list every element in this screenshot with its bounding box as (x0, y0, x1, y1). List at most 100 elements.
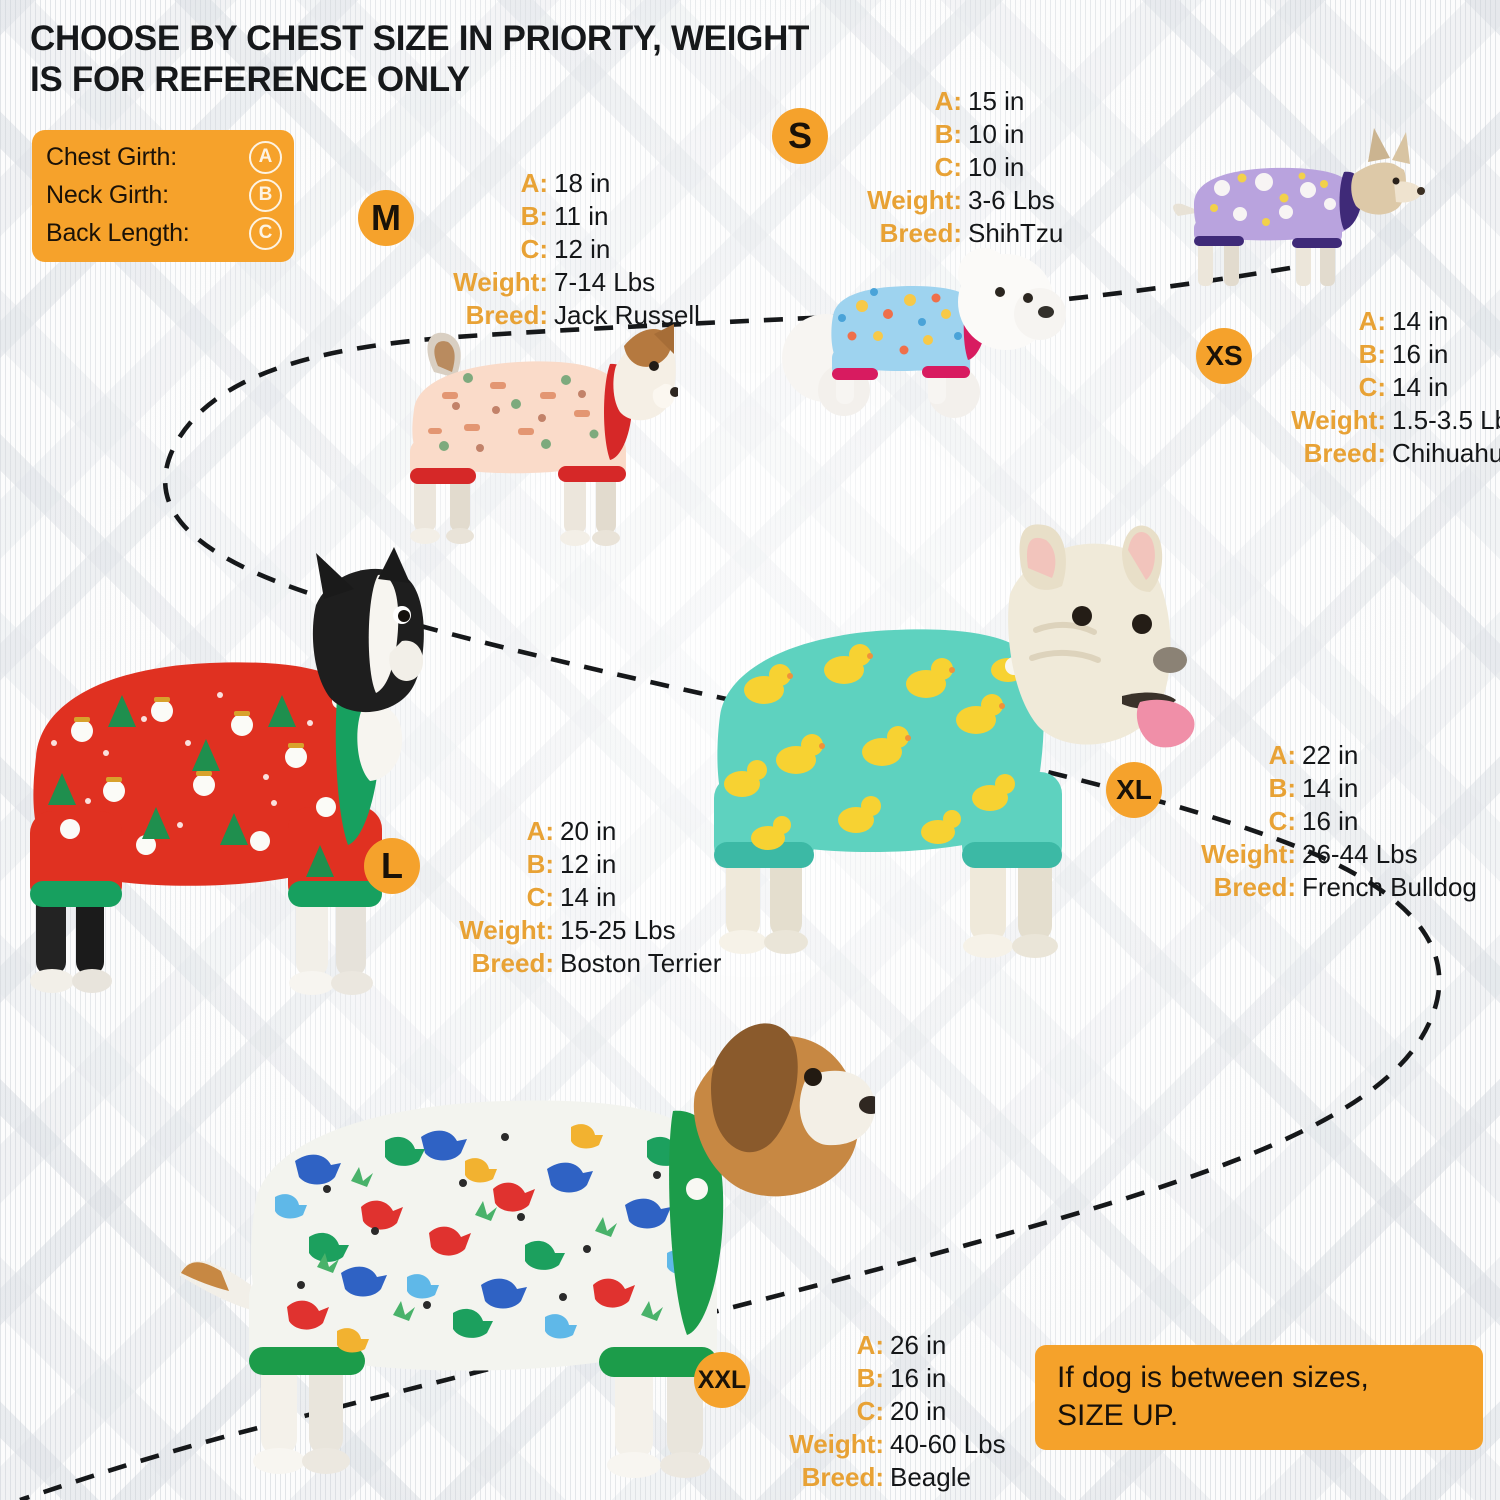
spec-line-breed: Breed: French Bulldog (1170, 874, 1477, 900)
spec-value-breed: French Bulldog (1302, 872, 1477, 902)
spec-key-a: A: (1358, 306, 1386, 336)
chihuahua-photo (1168, 108, 1428, 298)
spec-value-breed: Beagle (890, 1462, 971, 1492)
spec-value-c: 14 in (1392, 372, 1449, 402)
spec-value-breed: Chihuahua (1392, 438, 1500, 468)
spec-line-b: B: 14 in (1170, 775, 1477, 801)
size-badge-xs: XS (1196, 328, 1252, 384)
french-bulldog-photo (670, 520, 1200, 970)
circle-a-icon: A (249, 140, 282, 174)
spec-value-c: 16 in (1302, 806, 1359, 836)
spec-value-breed: Boston Terrier (560, 948, 722, 978)
spec-value-weight: 26-44 Lbs (1302, 839, 1418, 869)
circle-b-icon: B (249, 178, 282, 212)
spec-table-xs: A: 14 in B: 16 in C: 14 in Weight: 1.5-3… (1260, 308, 1500, 473)
spec-key-breed: Breed: (1303, 438, 1386, 468)
legend-row-neck: Neck Girth: B (46, 176, 282, 214)
jack-russell-photo (368, 300, 678, 550)
spec-key-c: C: (934, 152, 962, 182)
spec-line-weight: Weight: 15-25 Lbs (428, 917, 721, 943)
spec-line-a: A: 20 in (428, 818, 721, 844)
spec-line-breed: Breed: Beagle (758, 1464, 1006, 1490)
spec-line-weight: Weight: 40-60 Lbs (758, 1431, 1006, 1457)
spec-line-a: A: 14 in (1260, 308, 1500, 334)
spec-value-a: 26 in (890, 1330, 947, 1360)
size-spec-xl: XL A: 22 in B: 14 in C: 16 in Weight: 26… (1106, 742, 1477, 907)
spec-value-a: 20 in (560, 816, 617, 846)
spec-value-breed: ShihTzu (968, 218, 1064, 248)
spec-key-b: B: (856, 1363, 884, 1393)
legend-label-back: Back Length: (46, 218, 190, 247)
size-badge-wrap-s: S (772, 88, 828, 184)
spec-value-weight: 7-14 Lbs (554, 267, 656, 297)
spec-key-weight: Weight: (453, 267, 548, 297)
legend-label-neck: Neck Girth: (46, 180, 169, 209)
shihtzu-photo (778, 240, 1068, 430)
size-spec-xs: XS A: 14 in B: 16 in C: 14 in Weight: 1.… (1196, 308, 1500, 473)
spec-key-a: A: (520, 168, 548, 198)
size-badge-wrap-xs: XS (1196, 308, 1252, 404)
spec-key-weight: Weight: (1201, 839, 1296, 869)
spec-value-weight: 40-60 Lbs (890, 1429, 1006, 1459)
spec-key-c: C: (1358, 372, 1386, 402)
circle-c-icon: C (249, 216, 282, 250)
spec-key-b: B: (1268, 773, 1296, 803)
size-badge-m: M (358, 190, 414, 246)
spec-line-b: B: 16 in (1260, 341, 1500, 367)
spec-value-breed: Jack Russell (554, 300, 700, 330)
spec-key-breed: Breed: (879, 218, 962, 248)
spec-value-weight: 1.5-3.5 Lbs (1392, 405, 1500, 435)
spec-key-breed: Breed: (1213, 872, 1296, 902)
spec-key-b: B: (934, 119, 962, 149)
legend-row-chest: Chest Girth: A (46, 138, 282, 176)
spec-key-c: C: (520, 234, 548, 264)
spec-value-a: 22 in (1302, 740, 1359, 770)
spec-line-c: C: 20 in (758, 1398, 1006, 1424)
measurement-legend: Chest Girth: A Neck Girth: B Back Length… (32, 130, 294, 262)
size-badge-s: S (772, 108, 828, 164)
spec-value-a: 14 in (1392, 306, 1449, 336)
spec-value-b: 12 in (560, 849, 617, 879)
spec-line-weight: Weight: 1.5-3.5 Lbs (1260, 407, 1500, 433)
spec-line-c: C: 10 in (836, 154, 1063, 180)
spec-value-c: 10 in (968, 152, 1025, 182)
spec-value-a: 18 in (554, 168, 611, 198)
spec-key-breed: Breed: (801, 1462, 884, 1492)
size-badge-l: L (364, 838, 420, 894)
spec-line-c: C: 14 in (1260, 374, 1500, 400)
spec-value-weight: 3-6 Lbs (968, 185, 1055, 215)
spec-line-weight: Weight: 7-14 Lbs (422, 269, 700, 295)
spec-line-a: A: 15 in (836, 88, 1063, 114)
spec-line-b: B: 11 in (422, 203, 700, 229)
size-badge-wrap-xxl: XXL (694, 1332, 750, 1428)
spec-key-weight: Weight: (789, 1429, 884, 1459)
spec-key-a: A: (856, 1330, 884, 1360)
spec-line-c: C: 12 in (422, 236, 700, 262)
spec-table-m: A: 18 in B: 11 in C: 12 in Weight: 7-14 … (422, 170, 700, 335)
spec-table-xl: A: 22 in B: 14 in C: 16 in Weight: 26-44… (1170, 742, 1477, 907)
size-badge-wrap-xl: XL (1106, 742, 1162, 838)
spec-key-a: A: (526, 816, 554, 846)
spec-key-c: C: (1268, 806, 1296, 836)
legend-label-chest: Chest Girth: (46, 142, 177, 171)
legend-row-back: Back Length: C (46, 214, 282, 252)
spec-key-b: B: (526, 849, 554, 879)
spec-line-weight: Weight: 3-6 Lbs (836, 187, 1063, 213)
spec-line-breed: Breed: Chihuahua (1260, 440, 1500, 466)
beagle-photo (175, 985, 875, 1485)
spec-key-breed: Breed: (471, 948, 554, 978)
size-badge-wrap-m: M (358, 170, 414, 266)
spec-table-xxl: A: 26 in B: 16 in C: 20 in Weight: 40-60… (758, 1332, 1006, 1497)
spec-key-weight: Weight: (1291, 405, 1386, 435)
spec-table-s: A: 15 in B: 10 in C: 10 in Weight: 3-6 L… (836, 88, 1063, 253)
spec-line-b: B: 12 in (428, 851, 721, 877)
boston-terrier-photo (10, 545, 430, 1015)
spec-line-breed: Breed: Boston Terrier (428, 948, 722, 978)
spec-line-weight: Weight: 26-44 Lbs (1170, 841, 1477, 867)
spec-line-b: B: 10 in (836, 121, 1063, 147)
spec-line-a: A: 18 in (422, 170, 700, 196)
size-up-note: If dog is between sizes, SIZE UP. (1035, 1345, 1483, 1450)
spec-value-c: 14 in (560, 882, 617, 912)
spec-table-l: A: 20 in B: 12 in C: 14 in Weight: 15-25… (428, 818, 721, 983)
